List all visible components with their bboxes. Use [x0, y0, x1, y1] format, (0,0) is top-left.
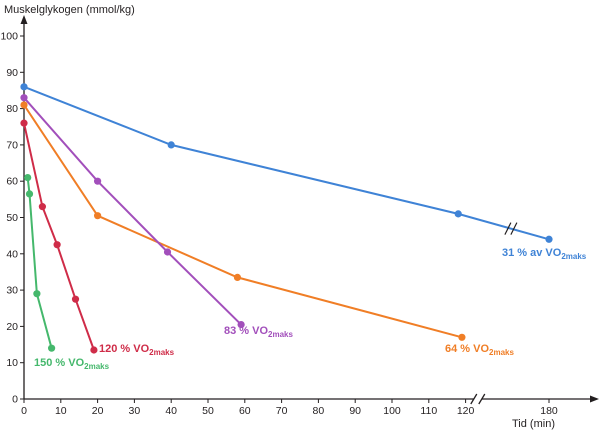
series-line [23, 85, 550, 241]
series-label-main: 150 % VO [34, 357, 85, 369]
y-tick-label: 30 [6, 285, 18, 297]
series-label-main: 120 % VO [99, 343, 150, 355]
x-axis-break-mark [470, 393, 478, 405]
data-point [545, 235, 553, 243]
series-4: 120 % VO2maks [20, 119, 175, 357]
x-tick-label: 50 [202, 405, 214, 417]
series-label-main: 64 % VO [445, 343, 489, 355]
y-tick-label: 10 [6, 357, 18, 369]
data-point [90, 346, 98, 354]
series-break-mark [510, 222, 518, 235]
x-axis-break-mark [478, 393, 486, 405]
series-label-sub: 2maks [84, 362, 109, 371]
y-axis-ticks: 0 10 20 30 40 50 60 70 80 90 100 [0, 31, 24, 406]
y-tick-label: 60 [6, 176, 18, 188]
y-tick-label: 100 [0, 31, 18, 43]
x-axis-title: Tid (min) [512, 418, 555, 430]
axes [20, 15, 599, 405]
series-5: 150 % VO2maks [24, 173, 110, 371]
series-line [26, 177, 53, 349]
x-tick-label: 120 [457, 405, 475, 417]
data-point [20, 119, 28, 127]
data-point [458, 333, 466, 341]
y-tick-label: 50 [6, 212, 18, 224]
x-tick-label: 100 [383, 405, 401, 417]
x-tick-label: 70 [276, 405, 288, 417]
y-tick-label: 40 [6, 248, 18, 260]
data-point [454, 210, 462, 218]
series-break-mark [504, 222, 512, 235]
y-tick-label: 70 [6, 139, 18, 151]
data-point [94, 177, 102, 185]
series-label-main: 83 % VO [224, 325, 268, 337]
data-point [20, 83, 28, 91]
x-tick-label: 0 [21, 405, 27, 417]
series-line [23, 104, 463, 339]
data-point [163, 248, 172, 256]
y-axis-title: Muskelglykogen (mmol/kg) [4, 4, 135, 16]
x-tick-label: 10 [55, 405, 67, 417]
data-point [24, 173, 32, 182]
x-tick-label: 20 [92, 405, 104, 417]
series-label: 64 % VO2maks [445, 343, 514, 357]
data-point [33, 290, 41, 298]
series-label-sub: 2maks [489, 348, 514, 357]
series-1: 31 % av VO2maks [20, 83, 587, 261]
series-label-sub: 2maks [268, 330, 293, 339]
x-axis-arrow [590, 395, 599, 403]
y-tick-label: 20 [6, 321, 18, 333]
data-point [20, 101, 28, 109]
x-tick-label: 80 [313, 405, 325, 417]
series-label-main: 31 % av VO [502, 247, 562, 259]
data-point [48, 344, 56, 352]
y-tick-label: 80 [6, 103, 18, 115]
series-label: 120 % VO2maks [99, 343, 175, 357]
y-tick-label: 0 [12, 394, 18, 406]
data-point [25, 190, 34, 198]
data-point [167, 141, 175, 149]
data-point [71, 295, 80, 303]
x-tick-label: 90 [349, 405, 361, 417]
data-point [94, 212, 102, 220]
data-point [38, 203, 47, 211]
data-point [237, 320, 245, 329]
series-3: 83 % VO2maks [20, 94, 293, 339]
series-label: 31 % av VO2maks [502, 247, 587, 261]
y-tick-label: 90 [6, 67, 18, 79]
series-line [23, 97, 242, 326]
series-label-sub: 2maks [561, 252, 586, 261]
x-axis-ticks: 0 10 20 30 40 50 60 70 80 90 100 110 120 180 [21, 399, 558, 417]
x-tick-label: 60 [239, 405, 251, 417]
y-axis-arrow [20, 15, 28, 24]
x-tick-label: 30 [129, 405, 141, 417]
data-point [20, 94, 28, 102]
series-label: 150 % VO2maks [34, 357, 110, 371]
data-point [53, 241, 61, 249]
series-label: 83 % VO2maks [224, 325, 293, 339]
series-2: 64 % VO2maks [20, 101, 514, 357]
x-tick-label: 180 [540, 405, 558, 417]
data-point [233, 273, 242, 281]
series-label-sub: 2maks [149, 348, 174, 357]
x-tick-label: 110 [420, 405, 437, 417]
x-tick-label: 40 [165, 405, 177, 417]
